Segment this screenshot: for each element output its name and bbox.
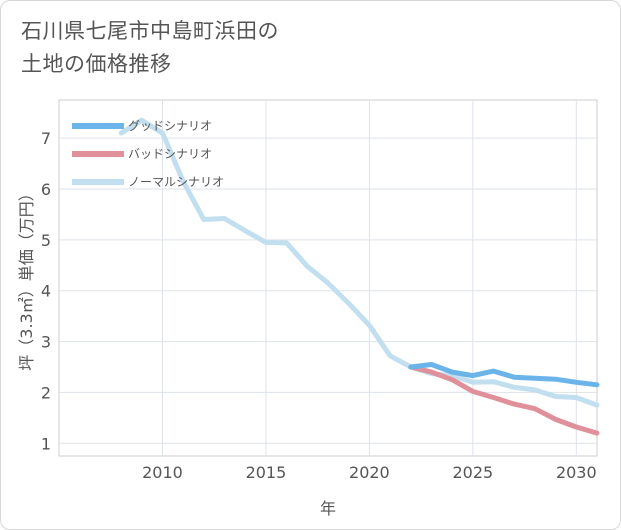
x-tick-label: 2030: [556, 463, 597, 482]
legend-label: バッドシナリオ: [128, 147, 212, 161]
chart-title-line-2: 土地の価格推移: [21, 52, 172, 76]
plot-frame: [58, 99, 598, 457]
series-line-bad: [408, 364, 600, 436]
y-tick-label: 6: [41, 180, 51, 199]
x-tick-label: 2025: [452, 463, 493, 482]
series-lines: [118, 117, 600, 436]
series-line-good: [408, 362, 600, 388]
y-tick-label: 7: [41, 129, 51, 148]
y-axis-label: 坪（3.3㎡）単価（万円）: [17, 185, 36, 370]
x-tick-label: 2010: [142, 463, 183, 482]
x-tick-label: 2015: [246, 463, 287, 482]
legend-label: ノーマルシナリオ: [128, 175, 224, 189]
x-tick-label: 2020: [349, 463, 390, 482]
y-tick-label: 3: [41, 333, 51, 352]
y-tick-label: 2: [41, 383, 51, 402]
x-axis-label: 年: [320, 499, 336, 518]
grid-lines: [58, 99, 598, 457]
y-tick-label: 5: [41, 231, 51, 250]
series-line-normal: [118, 117, 600, 408]
chart-title-line-1: 石川県七尾市中島町浜田の: [21, 19, 279, 43]
legend-label: グッドシナリオ: [128, 119, 212, 133]
axes: 1 2 3 4 5 6 7 2010 2015 2020 2025 2030: [41, 129, 597, 482]
y-tick-label: 4: [41, 282, 51, 301]
y-tick-label: 1: [41, 434, 51, 453]
chart-title: 石川県七尾市中島町浜田の 土地の価格推移: [21, 15, 279, 81]
